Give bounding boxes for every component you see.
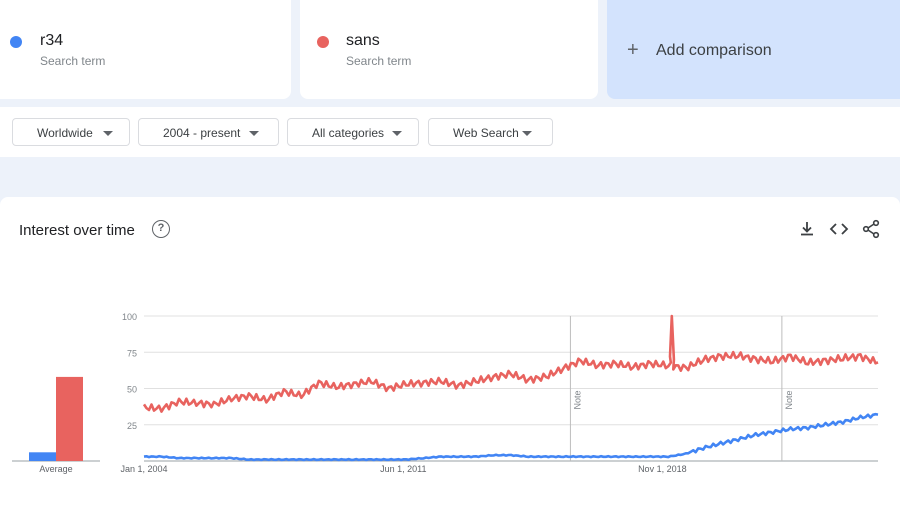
series-color-dot (10, 36, 22, 48)
search-term-name[interactable]: r34 (40, 32, 64, 49)
average-bar-chart: Average (12, 376, 100, 474)
x-tick-label: Jun 1, 2011 (380, 464, 426, 474)
caret-down-icon (392, 131, 402, 136)
average-bar-sans (56, 376, 83, 461)
category-dropdown[interactable]: All categories (287, 118, 419, 146)
panel-title: Interest over time (19, 222, 135, 239)
average-bar-r34 (29, 452, 56, 461)
search-term-name[interactable]: sans (346, 32, 380, 49)
category-dropdown-label: All categories (312, 126, 385, 140)
caret-down-icon (522, 131, 532, 136)
embed-code-icon[interactable] (829, 219, 849, 239)
search-property-dropdown[interactable]: Web Search (428, 118, 553, 146)
add-comparison-button[interactable]: + Add comparison (607, 0, 900, 99)
search-term-card-sans[interactable]: sans Search term (300, 0, 598, 99)
share-icon[interactable] (861, 219, 881, 239)
help-icon[interactable]: ? (152, 220, 170, 238)
region-dropdown[interactable]: Worldwide (12, 118, 130, 146)
note-marker-label: Note (784, 390, 794, 409)
average-label: Average (39, 464, 72, 474)
caret-down-icon (249, 131, 259, 136)
search-term-subtitle: Search term (346, 54, 412, 68)
y-tick-label: 25 (127, 421, 137, 431)
y-tick-label: 75 (127, 348, 137, 358)
series-line-r34 (143, 412, 879, 462)
time-range-dropdown[interactable]: 2004 - present (138, 118, 279, 146)
filter-bar: Worldwide 2004 - present All categories … (0, 107, 900, 157)
search-term-subtitle: Search term (40, 54, 106, 68)
time-range-dropdown-label: 2004 - present (163, 126, 241, 140)
y-tick-label: 50 (127, 385, 137, 395)
region-dropdown-label: Worldwide (37, 126, 93, 140)
add-comparison-label: Add comparison (656, 42, 772, 59)
plus-icon: + (627, 39, 639, 61)
chart-grid (144, 315, 878, 462)
search-property-dropdown-label: Web Search (453, 126, 519, 140)
download-icon[interactable] (797, 219, 817, 239)
note-marker-label: Note (572, 390, 582, 409)
series-color-dot (317, 36, 329, 48)
search-term-card-r34[interactable]: r34 Search term (0, 0, 291, 99)
series-line-sans (142, 314, 879, 413)
chart-labels: 25 50 75 100 Jan 1, 2004 Jun 1, 2011 Nov 1, 20… (120, 312, 793, 474)
x-tick-label: Jan 1, 2004 (120, 464, 167, 474)
y-tick-label: 100 (122, 312, 137, 322)
chart-lines (142, 314, 879, 462)
caret-down-icon (103, 131, 113, 136)
x-tick-label: Nov 1, 2018 (638, 464, 687, 474)
